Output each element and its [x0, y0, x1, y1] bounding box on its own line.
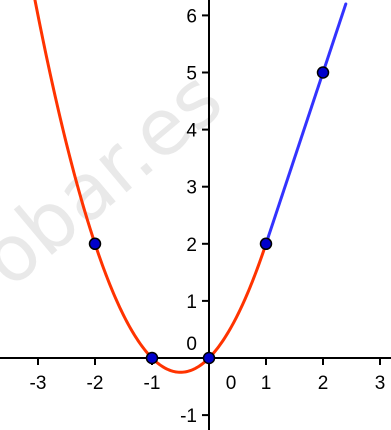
data-point: [145, 351, 159, 365]
x-tick-label: -3: [30, 373, 47, 394]
x-tick-label: 2: [318, 373, 329, 394]
y-tick-label: 5: [186, 64, 197, 85]
parabola-series-line: [33, 0, 268, 374]
y-tick-label: 4: [186, 121, 197, 142]
linear-series-line: [264, 2, 348, 246]
data-point: [88, 237, 102, 251]
points: [88, 66, 330, 365]
x-tick-label: 1: [261, 373, 272, 394]
x-tick-label: 0: [226, 373, 237, 394]
watermark-text: obar.es: [0, 53, 239, 304]
data-point: [202, 351, 216, 365]
y-tick-label: 3: [186, 178, 197, 199]
tick-labels: -3 -2 -1 0 1 2 3 -1 0 1 2 3 4 5 6: [30, 6, 386, 427]
y-tick-label: 0: [186, 334, 197, 355]
x-tick-label: 3: [375, 373, 386, 394]
curves: [33, 0, 348, 374]
x-tick-label: -1: [144, 373, 161, 394]
y-tick-label: 6: [186, 6, 197, 27]
data-point: [316, 66, 330, 79]
y-tick-label: 2: [186, 235, 197, 256]
data-point: [259, 237, 273, 251]
y-tick-label: -1: [180, 406, 197, 427]
x-tick-label: -2: [87, 373, 104, 394]
y-tick-label: 1: [186, 292, 197, 313]
